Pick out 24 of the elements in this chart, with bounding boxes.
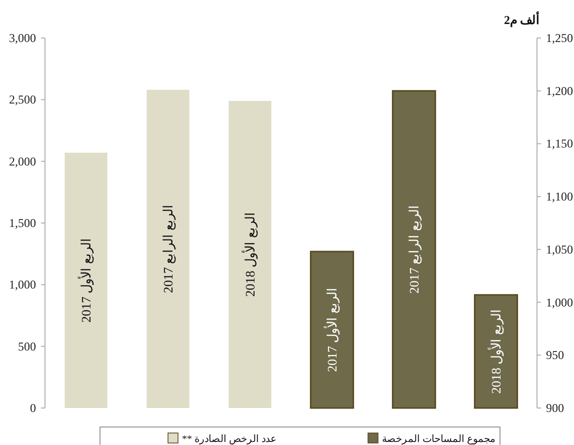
y2-tick-label: 1,250 bbox=[546, 31, 573, 45]
y-tick-label: 2,500 bbox=[9, 92, 36, 107]
y-tick-label: 3,000 bbox=[9, 31, 36, 45]
y-tick-label: 1,000 bbox=[9, 278, 36, 292]
y2-tick-label: 900 bbox=[546, 401, 564, 415]
x-tick-label: الربع الرابع 2017 bbox=[160, 204, 176, 294]
y2-tick-label: 1,200 bbox=[546, 84, 573, 98]
x-tick-label: الربع الأول 2017 bbox=[324, 288, 340, 372]
x-tick-label: الربع الرابع 2017 bbox=[406, 205, 422, 294]
legend-label: عدد الرخص الصادرة ** bbox=[182, 434, 276, 445]
legend-label: مجموع المساحات المرخصة bbox=[382, 434, 495, 445]
y-tick-label: 0 bbox=[30, 401, 36, 415]
y2-tick-label: 950 bbox=[546, 348, 564, 362]
y-tick-label: 2,000 bbox=[9, 154, 36, 168]
y-tick-label: 1,500 bbox=[9, 216, 36, 230]
y-tick-label: 500 bbox=[18, 339, 36, 354]
y2-tick-label: 1,000 bbox=[546, 295, 573, 310]
y2-tick-label: 1,050 bbox=[546, 242, 573, 256]
x-tick-label: الربع الأول 2017 bbox=[78, 238, 94, 323]
y2-axis-title: ألف م2 bbox=[504, 12, 539, 28]
x-tick-label: الربع الأول 2018 bbox=[488, 309, 504, 394]
x-tick-label: الربع الأول 2018 bbox=[242, 212, 258, 297]
y2-tick-label: 1,150 bbox=[546, 136, 573, 151]
y2-tick-label: 1,100 bbox=[546, 190, 573, 204]
